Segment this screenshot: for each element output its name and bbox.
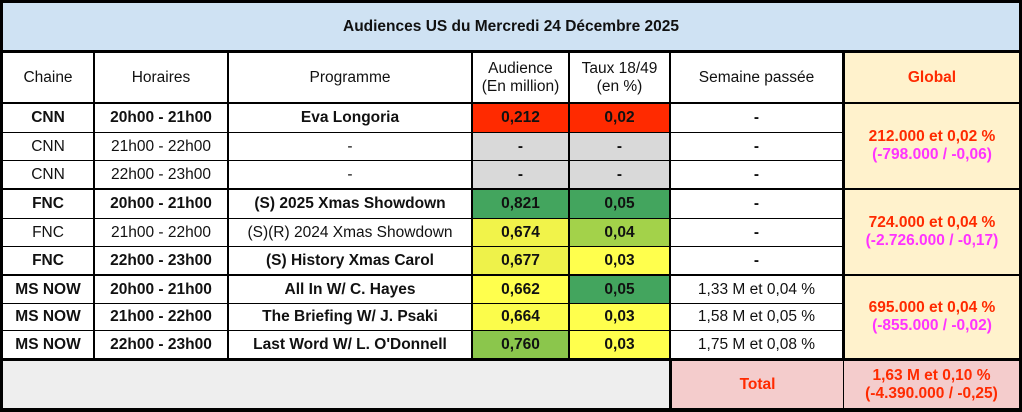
header-taux-l2: (en %) [596, 77, 643, 95]
row-chaine: MS NOW [3, 304, 93, 330]
global-fnc-line1: 724.000 et 0,04 % [868, 214, 996, 232]
row-programme: (S) 2025 Xmas Showdown [229, 190, 471, 218]
global-cnn-line1: 212.000 et 0,02 % [868, 128, 996, 146]
row-audience: - [473, 161, 568, 188]
row-semaine: - [671, 219, 842, 246]
row-semaine: - [671, 190, 842, 218]
header-taux-l1: Taux 18/49 [581, 59, 658, 77]
header-audience: Audience (En million) [473, 53, 568, 102]
row-semaine: - [671, 133, 842, 160]
header-taux: Taux 18/49 (en %) [570, 53, 669, 102]
row-chaine: FNC [3, 190, 93, 218]
row-horaires: 22h00 - 23h00 [95, 331, 227, 358]
row-taux: - [570, 161, 669, 188]
header-audience-l2: (En million) [481, 77, 560, 95]
row-programme: - [229, 161, 471, 188]
row-audience: 0,760 [473, 331, 568, 358]
row-chaine: FNC [3, 219, 93, 246]
row-taux: 0,03 [570, 247, 669, 274]
row-taux: - [570, 133, 669, 160]
total-label: Total [672, 361, 843, 408]
row-horaires: 22h00 - 23h00 [95, 161, 227, 188]
row-chaine: MS NOW [3, 331, 93, 358]
row-horaires: 21h00 - 22h00 [95, 304, 227, 330]
global-fnc-line2: (-2.726.000 / -0,17) [865, 232, 999, 249]
row-chaine: CNN [3, 161, 93, 188]
global-msnow: 695.000 et 0,04 % (-855.000 / -0,02) [845, 276, 1019, 358]
row-programme: Eva Longoria [229, 104, 471, 132]
row-semaine: - [671, 104, 842, 132]
header-audience-l1: Audience [488, 59, 553, 77]
global-fnc: 724.000 et 0,04 % (-2.726.000 / -0,17) [845, 190, 1019, 274]
row-semaine: 1,33 M et 0,04 % [671, 276, 842, 303]
row-semaine: 1,75 M et 0,08 % [671, 331, 842, 358]
row-semaine: - [671, 247, 842, 274]
row-horaires: 20h00 - 21h00 [95, 276, 227, 303]
row-taux: 0,03 [570, 304, 669, 330]
row-horaires: 20h00 - 21h00 [95, 104, 227, 132]
table-title: Audiences US du Mercredi 24 Décembre 202… [3, 3, 1019, 50]
row-audience: 0,664 [473, 304, 568, 330]
row-programme: The Briefing W/ J. Psaki [229, 304, 471, 330]
row-chaine: MS NOW [3, 276, 93, 303]
header-horaires: Horaires [95, 53, 227, 102]
row-horaires: 22h00 - 23h00 [95, 247, 227, 274]
row-programme: Last Word W/ L. O'Donnell [229, 331, 471, 358]
total-empty [3, 361, 669, 408]
row-horaires: 21h00 - 22h00 [95, 133, 227, 160]
header-chaine: Chaine [3, 53, 93, 102]
row-audience: - [473, 133, 568, 160]
row-audience: 0,212 [473, 104, 568, 132]
row-audience: 0,674 [473, 219, 568, 246]
row-taux: 0,02 [570, 104, 669, 132]
global-msnow-line1: 695.000 et 0,04 % [868, 299, 996, 317]
row-taux: 0,03 [570, 331, 669, 358]
row-horaires: 21h00 - 22h00 [95, 219, 227, 246]
total-value: 1,63 M et 0,10 % (-4.390.000 / -0,25) [844, 361, 1019, 408]
header-global: Global [845, 53, 1019, 102]
row-programme: - [229, 133, 471, 160]
row-chaine: CNN [3, 133, 93, 160]
row-programme: (S)(R) 2024 Xmas Showdown [229, 219, 471, 246]
header-programme: Programme [229, 53, 471, 102]
row-audience: 0,677 [473, 247, 568, 274]
header-semaine: Semaine passée [671, 53, 842, 102]
row-chaine: FNC [3, 247, 93, 274]
global-cnn-line2: (-798.000 / -0,06) [872, 146, 992, 163]
row-programme: All In W/ C. Hayes [229, 276, 471, 303]
row-programme: (S) History Xmas Carol [229, 247, 471, 274]
global-msnow-line2: (-855.000 / -0,02) [872, 317, 992, 334]
row-chaine: CNN [3, 104, 93, 132]
total-line1: 1,63 M et 0,10 % [872, 366, 991, 384]
row-taux: 0,04 [570, 219, 669, 246]
row-semaine: - [671, 161, 842, 188]
row-semaine: 1,58 M et 0,05 % [671, 304, 842, 330]
row-taux: 0,05 [570, 190, 669, 218]
global-cnn: 212.000 et 0,02 % (-798.000 / -0,06) [845, 104, 1019, 188]
row-horaires: 20h00 - 21h00 [95, 190, 227, 218]
total-line2: (-4.390.000 / -0,25) [865, 384, 998, 402]
row-audience: 0,662 [473, 276, 568, 303]
row-taux: 0,05 [570, 276, 669, 303]
row-audience: 0,821 [473, 190, 568, 218]
